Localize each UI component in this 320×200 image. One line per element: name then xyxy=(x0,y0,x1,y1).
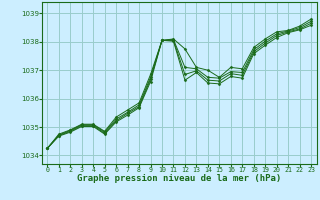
X-axis label: Graphe pression niveau de la mer (hPa): Graphe pression niveau de la mer (hPa) xyxy=(77,174,281,183)
